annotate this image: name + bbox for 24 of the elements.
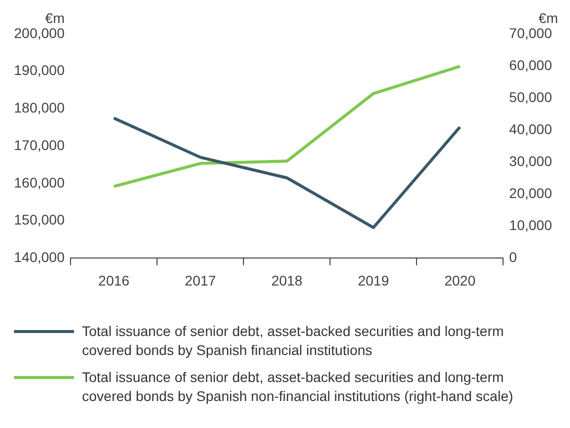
- y-tick-label: 180,000: [14, 100, 65, 116]
- y-tick-label: 170,000: [14, 136, 65, 153]
- y-tick-label: 140,000: [14, 249, 65, 266]
- y-tick-label: 200,000: [14, 24, 65, 41]
- y2-tick-label: 50,000: [509, 88, 552, 105]
- legend-label: Total issuance of senior debt, asset-backed securities and long-term covered bonds by Spanish non-financial institutions (right-hand scale): [82, 368, 514, 406]
- y2-tick-label: 30,000: [509, 152, 552, 169]
- y-tick-label: 160,000: [14, 174, 65, 190]
- y2-tick-label: 0: [509, 249, 518, 266]
- y2-tick-label: 70,000: [509, 24, 552, 41]
- y-tick-label: 190,000: [14, 62, 65, 78]
- x-tick-label: 2018: [271, 272, 303, 288]
- y2-tick-label: 60,000: [509, 56, 552, 73]
- y-axis-title: €m: [45, 10, 65, 26]
- x-tick-label: 2017: [184, 272, 216, 288]
- y-tick-label: 150,000: [14, 212, 65, 228]
- x-tick-label: 2020: [444, 272, 476, 288]
- y2-tick-label: 10,000: [509, 217, 552, 234]
- y2-tick-label: 20,000: [509, 185, 552, 201]
- x-tick-label: 2016: [98, 272, 130, 288]
- x-tick-label: 2019: [358, 272, 390, 288]
- y2-axis-title: €m: [538, 10, 558, 26]
- y2-tick-label: 40,000: [509, 120, 552, 137]
- legend-label: Total issuance of senior debt, asset-backed securities and long-term covered bonds by Spanish financial institutions: [82, 322, 505, 360]
